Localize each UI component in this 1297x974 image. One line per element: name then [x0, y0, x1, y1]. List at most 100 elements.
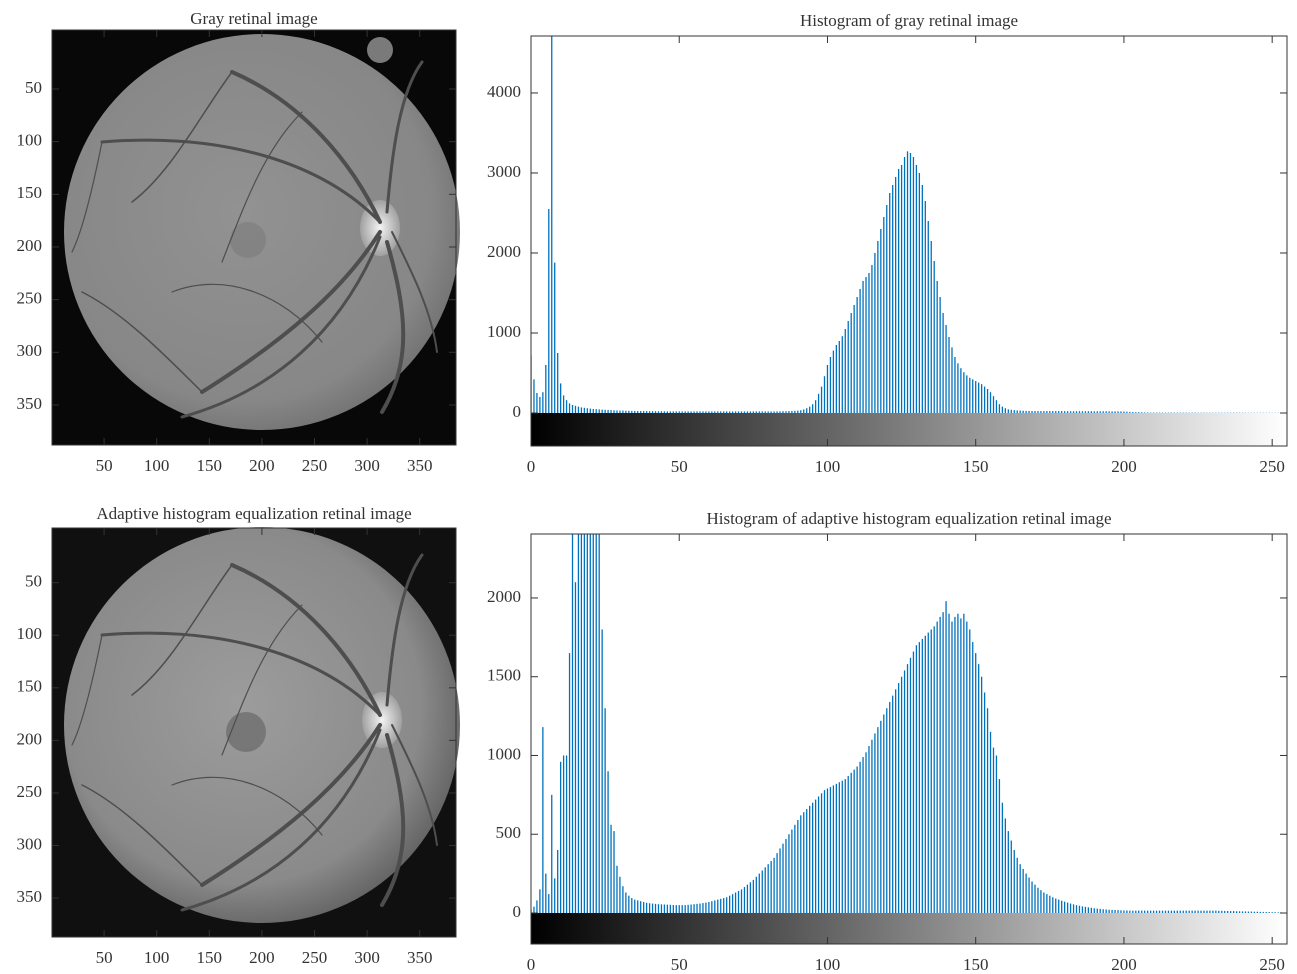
bar — [755, 876, 757, 913]
bar — [1265, 912, 1267, 913]
bar — [1170, 910, 1173, 913]
bar — [631, 898, 633, 913]
bar — [1224, 910, 1226, 913]
x-tick-label: 100 — [144, 948, 170, 967]
bar — [1013, 849, 1015, 913]
bar — [992, 747, 995, 913]
bar — [998, 404, 1001, 413]
bar — [604, 409, 606, 413]
bar — [1132, 412, 1134, 413]
y-tick-label: 1000 — [487, 744, 521, 763]
x-tick-label: 250 — [1259, 457, 1285, 476]
bar — [675, 411, 677, 413]
x-tick-label: 200 — [1111, 955, 1137, 974]
y-tick-label: 4000 — [487, 82, 521, 101]
bar — [1138, 412, 1140, 413]
bar — [607, 409, 609, 413]
bar — [844, 779, 846, 913]
axes-frame — [51, 29, 457, 446]
bar — [986, 708, 989, 913]
bar — [1179, 910, 1181, 913]
bar — [654, 411, 657, 413]
bar — [1081, 906, 1084, 913]
bar — [770, 411, 772, 413]
bar — [1022, 868, 1024, 913]
bar — [924, 200, 926, 413]
bar — [1173, 910, 1175, 913]
bar — [811, 404, 814, 413]
bar — [823, 376, 826, 413]
x-tick-label: 100 — [815, 955, 841, 974]
bar — [1212, 910, 1214, 913]
bar — [1215, 910, 1217, 913]
bar — [1161, 910, 1164, 913]
bar — [1176, 910, 1178, 913]
bar — [895, 176, 897, 413]
bar — [660, 904, 663, 913]
bar — [1105, 909, 1107, 913]
bar — [1197, 910, 1199, 913]
bar — [921, 184, 923, 413]
bar — [634, 410, 636, 413]
bar — [782, 411, 784, 413]
bar — [1274, 912, 1276, 913]
bar — [930, 629, 932, 913]
bar — [1135, 412, 1137, 413]
bar — [903, 670, 906, 913]
bar — [1078, 905, 1081, 913]
bar — [1247, 911, 1250, 913]
y-tick-label: 200 — [17, 729, 43, 748]
bar — [1129, 910, 1131, 913]
bar — [1001, 802, 1004, 913]
bar — [847, 775, 849, 913]
bar — [1188, 910, 1190, 913]
bar — [927, 632, 929, 913]
bar — [794, 410, 796, 413]
bar — [1004, 818, 1007, 913]
bar — [592, 408, 594, 413]
bar — [1090, 907, 1092, 913]
bar — [814, 799, 817, 913]
bar — [957, 363, 959, 413]
bar — [743, 411, 746, 413]
bar — [539, 889, 541, 913]
bar — [1230, 911, 1232, 913]
bar — [749, 882, 752, 913]
bar — [1277, 912, 1279, 913]
bar — [823, 790, 826, 913]
bar — [883, 216, 885, 413]
image-detail — [367, 37, 393, 63]
bar — [1227, 910, 1229, 913]
bar — [785, 411, 787, 413]
bar — [1078, 411, 1081, 413]
bar — [826, 364, 829, 413]
bar — [954, 356, 956, 413]
bar — [918, 642, 921, 913]
bar — [1206, 910, 1208, 913]
bar — [939, 296, 941, 413]
bar — [637, 900, 639, 913]
bar — [921, 638, 923, 913]
bar — [989, 392, 992, 413]
x-tick-label: 350 — [407, 948, 433, 967]
bar — [1235, 911, 1238, 913]
x-tick-label: 250 — [302, 456, 328, 475]
bar — [1063, 411, 1066, 413]
bar — [598, 534, 600, 913]
bar — [669, 411, 671, 413]
bar — [551, 36, 553, 413]
bar — [767, 411, 769, 413]
bar — [758, 873, 760, 913]
bar — [631, 410, 633, 413]
x-tick-label: 150 — [963, 457, 989, 476]
bar — [687, 411, 689, 413]
bar — [791, 410, 793, 413]
bar — [693, 904, 695, 913]
bar — [746, 884, 749, 913]
bar — [554, 262, 556, 413]
bar — [856, 766, 858, 913]
bar — [1022, 410, 1024, 413]
bar — [1129, 411, 1131, 413]
bar — [859, 761, 861, 913]
